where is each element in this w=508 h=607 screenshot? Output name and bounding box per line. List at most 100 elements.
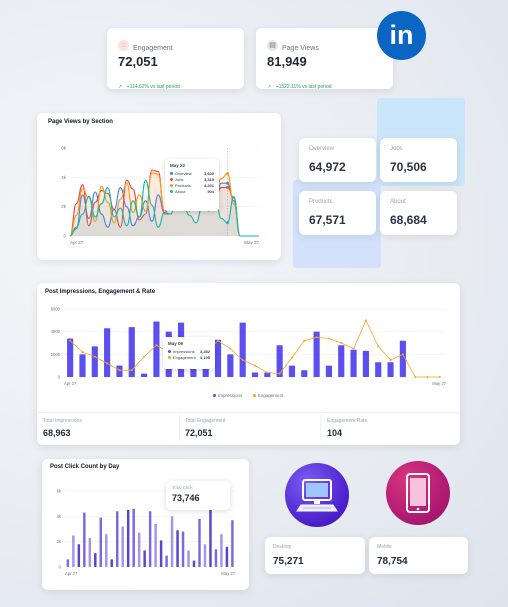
click-bar	[143, 550, 146, 567]
engagement-point	[389, 359, 392, 361]
engagement-point	[401, 353, 404, 356]
click-bar	[66, 559, 70, 567]
tooltip-series-value: 904	[207, 189, 214, 194]
impressions-bar	[116, 365, 123, 377]
y-tick-label: 6k	[57, 489, 62, 494]
click-bar	[159, 540, 163, 567]
about-value: 68,684	[390, 213, 427, 227]
page-views-tooltip: May 22 Overview 3,600 Jobs 3,315 Products 4…	[165, 159, 219, 211]
engagement-point	[303, 339, 306, 342]
click-bar	[116, 511, 119, 567]
impressions-bar	[313, 331, 320, 377]
click-bar	[94, 553, 97, 567]
impressions-bar	[350, 349, 357, 377]
tooltip-series-name: Engagement	[173, 355, 196, 360]
engagement-point	[93, 355, 96, 358]
click-bar	[105, 534, 108, 567]
stat-value: 68,963	[43, 428, 71, 438]
mobile-value: 78,754	[377, 556, 408, 567]
click-bar	[187, 550, 190, 567]
engagement-point	[155, 344, 158, 347]
y-tick-label: 4k	[57, 514, 62, 519]
total-click-box: Total Click 73,746	[166, 481, 230, 510]
trend-up-icon: ↗	[267, 84, 272, 90]
click-bar	[77, 544, 81, 567]
stat-divider	[179, 415, 180, 441]
engagement-point	[290, 356, 293, 359]
jobs-card: Jobs 70,506	[380, 138, 457, 182]
y-tick-label: 2k	[61, 204, 67, 209]
impressions-bar	[338, 345, 345, 377]
page-views-change: +1522.11% vs last period	[275, 84, 332, 90]
impressions-bar	[264, 372, 271, 377]
impressions-chart-title: Post Impressions, Engagement & Rate	[45, 289, 156, 295]
stat-label: Total Impressions	[43, 418, 82, 424]
mobile-icon-badge	[386, 461, 450, 525]
click-chart-title: Post Click Count by Day	[50, 464, 120, 470]
engagement-point	[130, 369, 133, 372]
tooltip-date: May 09	[168, 341, 184, 346]
click-bar	[181, 531, 185, 567]
series-hover-point	[226, 181, 229, 185]
engagement-point	[241, 359, 244, 361]
click-bar	[110, 559, 113, 567]
x-tick-label: Apr 27	[65, 571, 78, 576]
click-bar	[176, 530, 179, 567]
y-tick-label: 4000	[51, 329, 61, 334]
click-bar	[203, 544, 207, 567]
products-value: 67,571	[309, 213, 346, 227]
click-bar	[121, 526, 124, 567]
click-bar	[99, 517, 103, 567]
y-tick-label: 2k	[57, 539, 62, 544]
engagement-point	[426, 376, 429, 378]
impressions-tooltip: May 09 Impressions 3,282 Engagement 3,195	[163, 337, 215, 369]
engagement-point	[143, 355, 146, 358]
engagement-point	[414, 376, 417, 378]
page-views-line-chart: 6k 4k 2k 0 Apr 27 May 27	[61, 146, 259, 246]
click-bar	[170, 516, 174, 567]
x-tick-label: Apr 27	[70, 240, 84, 245]
chat-bubble-icon: ◌	[118, 40, 129, 52]
trend-up-icon: ↗	[118, 84, 123, 90]
impressions-bar	[214, 339, 222, 377]
click-bar	[83, 512, 86, 567]
tooltip-series-name: About	[175, 189, 186, 194]
jobs-value: 70,506	[390, 160, 427, 174]
tooltip-series-name: Products	[175, 183, 191, 188]
tooltip-series-value: 3,282	[199, 349, 210, 354]
impressions-engagement-card: Post Impressions, Engagement & Rate 6000…	[37, 283, 460, 445]
linkedin-logo-text: in	[389, 20, 414, 50]
mobile-icon	[406, 473, 430, 513]
stat-label: Engagement Rate	[327, 418, 368, 424]
page-views-by-section-card: Page Views by Section 6k 4k 2k 0 Apr 27 May 2…	[37, 113, 281, 260]
click-bar	[165, 555, 168, 567]
engagement-point	[81, 351, 84, 354]
series-hover-point	[226, 172, 229, 176]
impressions-bar	[251, 372, 259, 377]
click-bar	[132, 508, 135, 567]
x-tick-label: May 27	[432, 381, 446, 386]
impressions-bar	[276, 345, 283, 377]
engagement-point	[377, 345, 380, 348]
desktop-label: Desktop	[273, 544, 292, 550]
impressions-bar	[325, 365, 333, 377]
post-click-card: Post Click Count by Day 6k 4k 2k 0 Apr 27 May…	[42, 459, 249, 590]
x-tick-label: Apr 27	[64, 381, 77, 386]
engagement-value: 72,051	[118, 54, 158, 69]
desktop-icon	[296, 479, 338, 512]
tooltip-date: May 22	[170, 163, 186, 168]
about-label: About	[390, 199, 406, 205]
linkedin-logo: in	[377, 11, 426, 60]
engagement-point	[340, 342, 343, 344]
click-bar	[220, 534, 223, 567]
y-tick-label: 0	[58, 375, 61, 380]
engagement-point	[438, 376, 441, 378]
x-tick-label: May 27	[221, 571, 235, 576]
mobile-card: Mobile 78,754	[369, 537, 468, 574]
engagement-label: Engagement	[133, 45, 173, 52]
total-impressions-stat: Total Impressions 68,963	[43, 418, 82, 438]
engagement-point	[254, 364, 256, 367]
engagement-point	[229, 347, 232, 350]
total-engagement-stat: Total Engagement 72,051	[185, 418, 225, 438]
